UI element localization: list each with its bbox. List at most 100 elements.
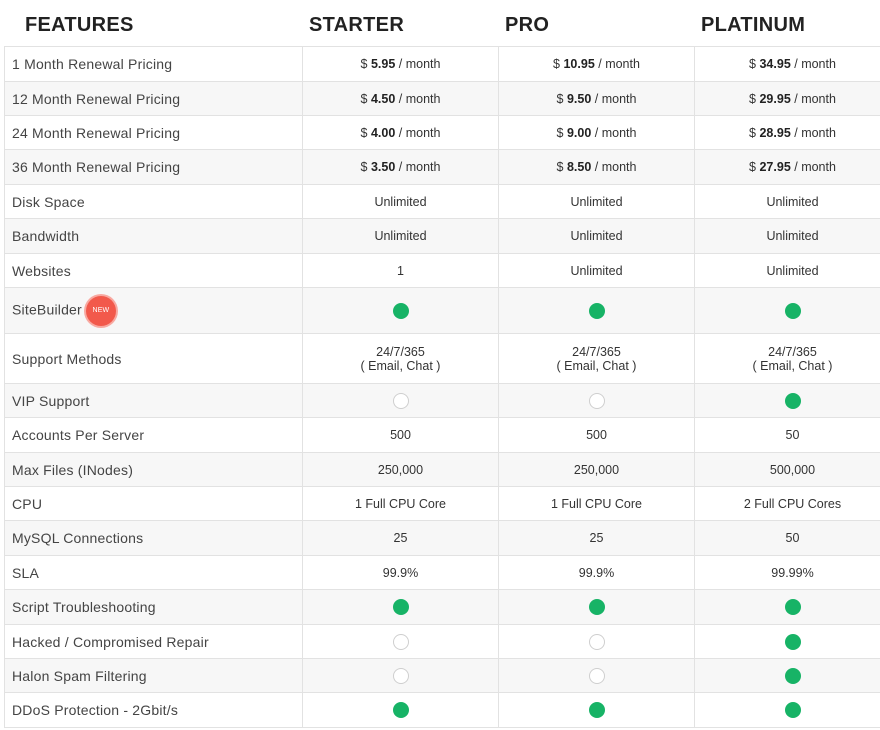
price-amount: 27.95 bbox=[759, 160, 791, 174]
check-included-icon bbox=[784, 633, 801, 650]
feature-label: 12 Month Renewal Pricing bbox=[12, 90, 181, 107]
plan-value-cell: $ 29.95 / month bbox=[694, 81, 880, 116]
currency-symbol: $ bbox=[360, 57, 368, 71]
feature-label: 36 Month Renewal Pricing bbox=[12, 159, 181, 175]
currency-symbol: $ bbox=[749, 125, 756, 140]
plan-value-cell bbox=[302, 589, 499, 625]
check-excluded-icon bbox=[392, 633, 409, 650]
feature-label: Max Files (INodes) bbox=[12, 461, 134, 478]
plan-value: 25 bbox=[589, 531, 604, 545]
feature-label-cell: Support Methods bbox=[4, 333, 303, 384]
plan-value-cell: 1 bbox=[302, 253, 499, 288]
plan-value-cell: $ 5.95 / month bbox=[302, 46, 499, 82]
plan-value: 50 bbox=[785, 531, 800, 545]
feature-label-cell: Script Troubleshooting bbox=[4, 589, 303, 625]
plan-value-cell: Unlimited bbox=[498, 218, 695, 254]
table-row: Halon Spam Filtering bbox=[4, 658, 880, 693]
check-included-icon bbox=[392, 702, 409, 718]
check-included-icon bbox=[784, 392, 801, 409]
plan-value-cell: 99.9% bbox=[498, 555, 695, 590]
plan-value: 1 Full CPU Core bbox=[355, 496, 446, 511]
check-included-icon bbox=[784, 702, 801, 718]
plan-value-cell: 25 bbox=[302, 520, 499, 556]
table-row: Hacked / Compromised Repair bbox=[4, 624, 880, 659]
plan-value: Unlimited bbox=[374, 194, 427, 209]
plan-value: 99.99% bbox=[771, 565, 814, 580]
price-amount: 8.50 bbox=[566, 160, 592, 174]
plan-value-cell: $ 9.50 / month bbox=[498, 81, 695, 116]
feature-label-cell: SiteBuilder NEW bbox=[4, 287, 303, 334]
feature-label: CPU bbox=[12, 495, 43, 512]
plan-value-cell: 99.9% bbox=[302, 555, 499, 590]
price-unit: / month bbox=[598, 57, 640, 71]
price-amount: 4.00 bbox=[370, 125, 396, 140]
price-amount: 29.95 bbox=[759, 91, 791, 106]
table-row: 1 Month Renewal Pricing $ 5.95 / month $ 1… bbox=[4, 46, 880, 82]
header-platinum: PLATINUM bbox=[701, 14, 806, 36]
plan-value: 25 bbox=[393, 531, 408, 545]
price-unit: / month bbox=[398, 91, 441, 106]
plan-value-cell: Unlimited bbox=[302, 184, 499, 219]
plan-value-cell: $ 9.00 / month bbox=[498, 115, 695, 150]
currency-symbol: $ bbox=[556, 125, 564, 140]
check-included-icon bbox=[392, 302, 409, 319]
comparison-table: 1 Month Renewal Pricing $ 5.95 / month $ 1… bbox=[4, 46, 880, 728]
check-included-icon bbox=[784, 667, 801, 684]
header-features: FEATURES bbox=[25, 14, 134, 36]
support-channels: ( Email, Chat ) bbox=[752, 358, 833, 373]
plan-value: Unlimited bbox=[766, 229, 819, 243]
plan-value-cell: $ 10.95 / month bbox=[498, 46, 695, 82]
plan-value-cell bbox=[302, 658, 499, 693]
table-header: FEATURES STARTER PRO PLATINUM bbox=[0, 0, 880, 46]
support-channels: ( Email, Chat ) bbox=[360, 358, 441, 373]
price-unit: / month bbox=[398, 160, 441, 174]
check-included-icon bbox=[588, 599, 605, 615]
plan-value-cell bbox=[302, 287, 499, 334]
plan-value: 1 Full CPU Core bbox=[551, 496, 642, 511]
plan-value-cell: $ 34.95 / month bbox=[694, 46, 880, 82]
table-row: 36 Month Renewal Pricing $ 3.50 / month $ … bbox=[4, 149, 880, 185]
feature-label: 24 Month Renewal Pricing bbox=[12, 124, 181, 141]
plan-value-cell bbox=[498, 287, 695, 334]
plan-value: 1 bbox=[397, 263, 404, 278]
support-hours: 24/7/365 bbox=[768, 344, 817, 359]
plan-value: 500 bbox=[586, 428, 607, 442]
price-unit: / month bbox=[594, 125, 637, 140]
price-amount: 5.95 bbox=[370, 57, 396, 71]
price-unit: / month bbox=[794, 91, 836, 106]
feature-label: SiteBuilder bbox=[12, 301, 82, 318]
plan-value: Unlimited bbox=[374, 229, 427, 243]
table-row: Script Troubleshooting bbox=[4, 589, 880, 625]
currency-symbol: $ bbox=[360, 125, 368, 140]
feature-label: 1 Month Renewal Pricing bbox=[12, 56, 173, 72]
feature-label-cell: Websites bbox=[4, 253, 303, 288]
plan-value-cell: Unlimited bbox=[694, 253, 880, 288]
plan-value-cell bbox=[694, 589, 880, 625]
plan-value-cell: 500 bbox=[302, 417, 499, 453]
currency-symbol: $ bbox=[556, 91, 564, 106]
plan-value-cell: Unlimited bbox=[694, 218, 880, 254]
check-included-icon bbox=[588, 302, 605, 319]
feature-label: Hacked / Compromised Repair bbox=[12, 633, 209, 650]
feature-label-cell: Hacked / Compromised Repair bbox=[4, 624, 303, 659]
table-row: 12 Month Renewal Pricing $ 4.50 / month $ … bbox=[4, 81, 880, 116]
price-unit: / month bbox=[398, 57, 441, 71]
feature-label-cell: 24 Month Renewal Pricing bbox=[4, 115, 303, 150]
plan-value: 50 bbox=[785, 428, 800, 442]
feature-label: Accounts Per Server bbox=[12, 427, 145, 443]
plan-value-cell: $ 4.00 / month bbox=[302, 115, 499, 150]
table-row: SiteBuilder NEW bbox=[4, 287, 880, 334]
currency-symbol: $ bbox=[556, 160, 564, 174]
plan-value-cell: 1 Full CPU Core bbox=[498, 486, 695, 521]
plan-value-cell: 25 bbox=[498, 520, 695, 556]
plan-value: 500,000 bbox=[769, 462, 816, 477]
price-unit: / month bbox=[594, 160, 637, 174]
plan-value-cell bbox=[498, 658, 695, 693]
plan-value-cell bbox=[498, 589, 695, 625]
feature-label-cell: MySQL Connections bbox=[4, 520, 303, 556]
check-excluded-icon bbox=[392, 667, 409, 684]
feature-label: Support Methods bbox=[12, 350, 122, 367]
plan-value-cell: 1 Full CPU Core bbox=[302, 486, 499, 521]
check-included-icon bbox=[784, 302, 801, 319]
plan-value-cell bbox=[694, 692, 880, 728]
